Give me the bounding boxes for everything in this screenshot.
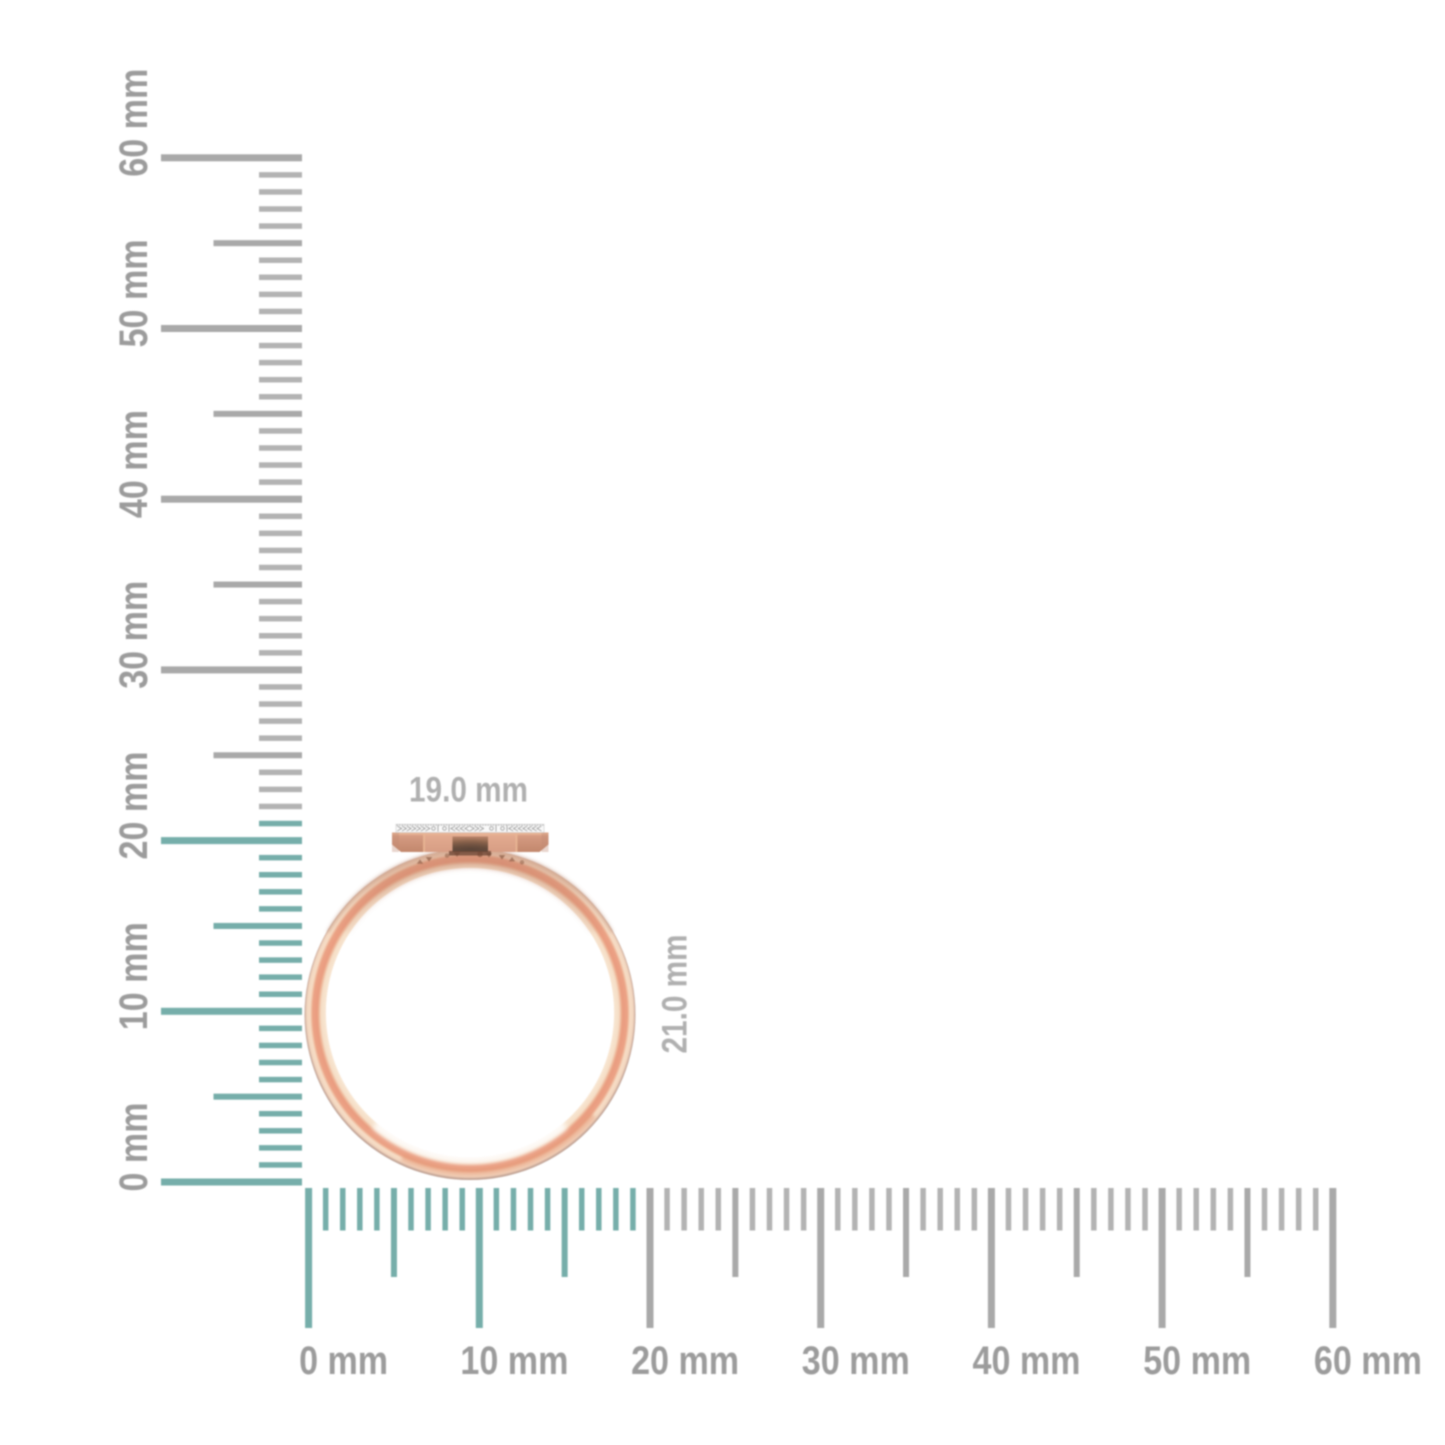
svg-text:0 mm: 0 mm — [299, 1339, 388, 1383]
svg-text:20 mm: 20 mm — [112, 752, 156, 860]
svg-text:60 mm: 60 mm — [1314, 1339, 1422, 1383]
svg-text:50 mm: 50 mm — [1143, 1339, 1251, 1383]
svg-text:10 mm: 10 mm — [460, 1339, 568, 1383]
svg-text:40 mm: 40 mm — [112, 410, 156, 518]
svg-text:60 mm: 60 mm — [112, 69, 156, 177]
svg-text:19.0 mm: 19.0 mm — [409, 771, 528, 810]
svg-text:50 mm: 50 mm — [112, 239, 156, 347]
svg-text:30 mm: 30 mm — [802, 1339, 910, 1383]
svg-text:30 mm: 30 mm — [112, 581, 156, 689]
svg-text:21.0 mm: 21.0 mm — [656, 935, 695, 1054]
svg-text:40 mm: 40 mm — [973, 1339, 1081, 1383]
svg-text:10 mm: 10 mm — [112, 922, 156, 1030]
svg-text:0 mm: 0 mm — [112, 1103, 156, 1192]
svg-text:20 mm: 20 mm — [631, 1339, 739, 1383]
